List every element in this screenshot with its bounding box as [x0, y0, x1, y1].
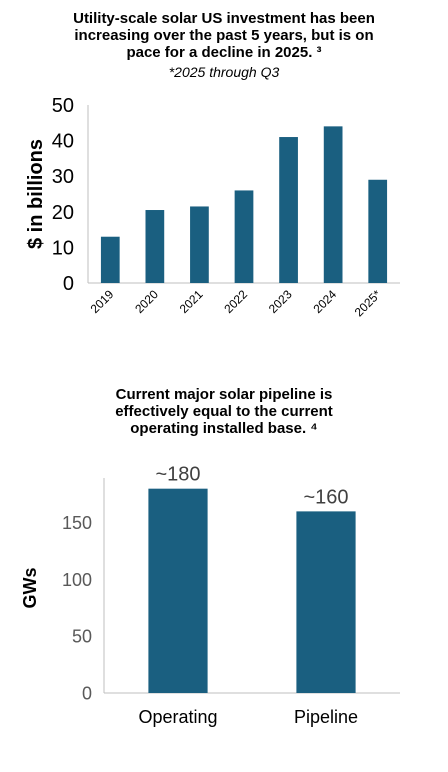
y-tick-label: 150 [62, 513, 92, 533]
chart1-subtitle: *2025 through Q3 [168, 64, 280, 80]
bar-Pipeline [296, 511, 356, 693]
y-axis-label: $ in billions [25, 139, 47, 249]
bar-2020 [145, 210, 165, 283]
y-tick-label: 0 [82, 683, 92, 703]
x-tick-label: Pipeline [294, 707, 358, 727]
bar-2024 [323, 126, 343, 283]
x-tick-label: 2020 [132, 287, 161, 316]
bar-2025* [368, 179, 388, 283]
y-tick-label: 100 [62, 570, 92, 590]
x-tick-label: 2024 [310, 287, 339, 316]
chart2-pipeline-bar-chart: 0 50 100 150 GWs ~180 Operating ~160 Pipeline [20, 464, 400, 727]
x-tick-label: 2023 [266, 287, 295, 316]
bar-2023 [279, 137, 298, 283]
bar-Operating [148, 488, 208, 693]
x-tick-label: 2022 [221, 287, 250, 316]
x-tick-label: 2021 [177, 287, 206, 316]
y-axis-label: GWs [20, 567, 40, 608]
y-tick-label: 50 [52, 95, 74, 117]
x-tick-label: 2025* [352, 287, 384, 319]
bar-2019 [100, 236, 120, 283]
y-tick-label: 50 [72, 627, 92, 647]
chart1-investment-bar-chart: 0 10 20 30 40 50$ in billions 2019 2020 2021 2022… [25, 95, 400, 319]
bar-2021 [190, 206, 209, 283]
x-tick-label: Operating [138, 707, 217, 727]
x-tick-label: 2019 [88, 287, 117, 316]
chart2-title: Current major solar pipeline is effectiv… [115, 386, 333, 437]
bar-2022 [234, 190, 254, 283]
data-label: ~160 [303, 486, 348, 508]
y-tick-label: 0 [63, 273, 74, 295]
y-tick-label: 20 [52, 202, 74, 224]
y-tick-label: 30 [52, 166, 74, 188]
y-tick-label: 10 [52, 237, 74, 259]
chart1-title: Utility-scale solar US investment has be… [73, 10, 375, 61]
y-tick-label: 40 [52, 131, 74, 153]
data-label: ~180 [155, 464, 200, 486]
